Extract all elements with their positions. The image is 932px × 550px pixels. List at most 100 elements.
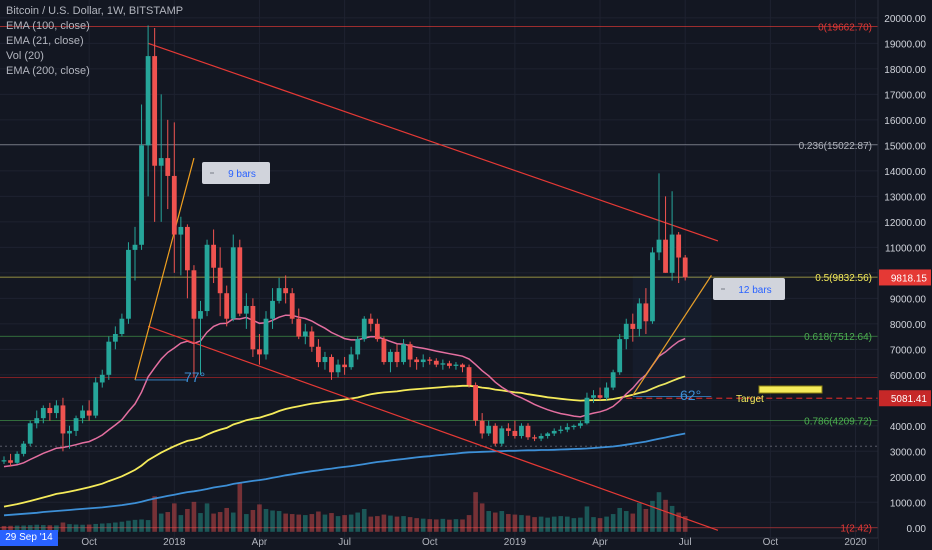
rise-line-2: [632, 275, 712, 396]
volume-bar: [486, 511, 491, 532]
volume-bar: [368, 516, 374, 532]
volume-bar: [355, 512, 360, 532]
candle-body: [394, 351, 400, 363]
volume-bar: [335, 516, 341, 532]
candlesticks: [1, 25, 688, 467]
candle-body: [630, 323, 636, 329]
volume-bar: [466, 515, 472, 532]
candle-body: [283, 288, 289, 294]
volume-bar: [178, 515, 184, 532]
volume-bar: [21, 525, 26, 532]
volume-bar: [506, 514, 511, 532]
crosshair-date-label: 29 Sep '14: [0, 530, 58, 546]
candle-body: [512, 430, 518, 437]
volume-bar: [47, 525, 53, 532]
candle-body: [650, 252, 655, 322]
candle-body: [276, 288, 282, 301]
volume-bar: [532, 517, 537, 532]
candle-body: [348, 354, 354, 368]
candle-body: [453, 364, 459, 366]
candle-body: [519, 425, 524, 437]
price-tick: 1000.00: [890, 498, 927, 509]
legend-ema100[interactable]: EMA (100, close): [6, 20, 90, 32]
candle-body: [447, 363, 452, 366]
candle-body: [67, 430, 72, 434]
candle-body: [257, 349, 262, 355]
candle-body: [538, 436, 544, 439]
candle-body: [198, 311, 203, 319]
candle-body: [178, 226, 184, 235]
candle-body: [296, 318, 302, 337]
legend-ema21[interactable]: EMA (21, close): [6, 35, 84, 47]
volume-bar: [73, 524, 79, 532]
candle-body: [643, 303, 649, 322]
current-price-tag: [879, 269, 931, 286]
candle-body: [86, 410, 92, 416]
volume-bar: [237, 483, 243, 532]
candle-body: [165, 158, 171, 176]
candle-body: [564, 427, 570, 430]
volume-bar: [682, 516, 688, 532]
target-price-tag: [879, 390, 931, 407]
volume-bar: [571, 518, 577, 532]
volume-bar: [525, 515, 531, 532]
candle-body: [185, 226, 190, 271]
volume-bar: [86, 524, 92, 532]
candle-body: [34, 418, 40, 424]
volume-bar: [289, 514, 295, 532]
angle-label-1: 77°: [184, 369, 205, 385]
volume-bar: [119, 521, 125, 532]
legend-ema200[interactable]: EMA (200, close): [6, 65, 90, 77]
volume-bar: [558, 516, 564, 532]
candle-body: [427, 359, 433, 361]
volume-bar: [361, 508, 367, 532]
legend-vol[interactable]: Vol (20): [6, 50, 44, 62]
candle-body: [93, 382, 99, 416]
volume-bar: [342, 515, 347, 532]
target-price-label: 5081.41: [891, 394, 928, 405]
candle-body: [152, 56, 158, 166]
candle-body: [302, 331, 308, 337]
candle-body: [342, 364, 347, 368]
volume-bar: [427, 519, 433, 532]
candle-body: [545, 433, 551, 437]
volume-bar: [54, 525, 59, 532]
volume-bar: [204, 503, 210, 532]
candle-body: [191, 270, 197, 319]
volume-bar: [401, 516, 406, 532]
candle-body: [139, 145, 144, 245]
candle-body: [551, 430, 557, 434]
bars-count-1-box: [202, 162, 270, 184]
candle-body: [230, 247, 236, 319]
candle-body: [54, 405, 59, 414]
candle-body: [604, 387, 609, 398]
time-axis[interactable]: Oct 2018 Apr Jul Oct 2019 Apr Jul Oct 2020: [0, 537, 878, 550]
ema100-line: [3, 375, 686, 508]
candle-body: [145, 56, 151, 146]
price-axis[interactable]: 20000.00 19000.00 18000.00 17000.00 16000.00…: [877, 0, 932, 550]
time-tick: Apr: [592, 537, 608, 548]
volume-bar: [67, 524, 72, 532]
candle-body: [80, 410, 85, 419]
volume-bar: [630, 513, 636, 532]
volume-bar: [198, 513, 203, 532]
volume-bar: [106, 523, 112, 532]
candle-body: [217, 267, 223, 294]
candle-body: [656, 239, 662, 253]
time-tick: Jul: [338, 537, 351, 548]
candle-body: [14, 453, 20, 463]
candle-body: [132, 244, 138, 250]
volume-bar: [1, 525, 7, 532]
time-tick: Oct: [763, 537, 779, 548]
fib-label: 0.236(15022.87): [799, 141, 872, 152]
volume-bar: [191, 501, 197, 532]
candle-body: [479, 420, 485, 434]
candle-body: [171, 175, 177, 235]
volume-bar: [440, 518, 446, 532]
volume-bar: [172, 503, 177, 532]
candle-body: [329, 356, 334, 373]
target-label: Target: [736, 394, 764, 405]
upper-trendline: [147, 42, 719, 242]
volume-bar: [139, 519, 144, 532]
